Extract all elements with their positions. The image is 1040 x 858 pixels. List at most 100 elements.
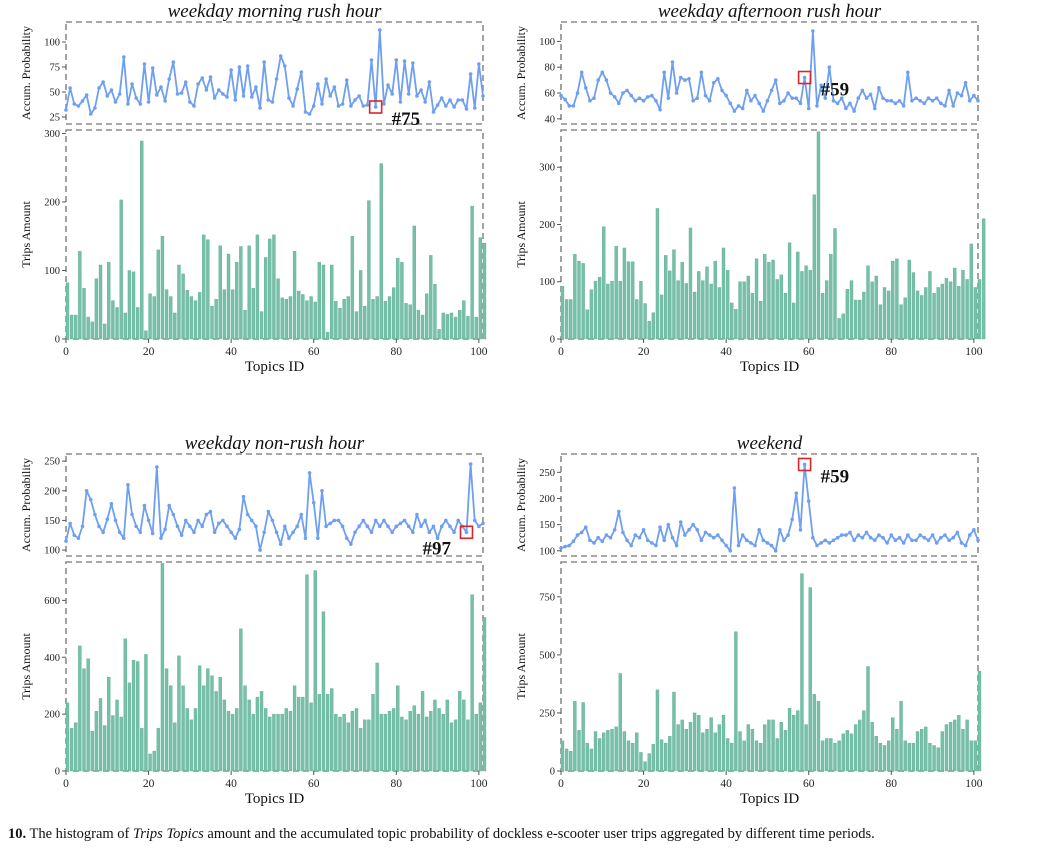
line-point: [287, 536, 291, 541]
bar-y-tick-label: 400: [44, 653, 60, 664]
line-point: [815, 104, 819, 108]
x-tick-label: 60: [308, 346, 320, 358]
bar: [610, 280, 614, 340]
line-point: [720, 88, 724, 93]
line-point: [196, 518, 200, 523]
bar: [334, 301, 338, 340]
line-point: [138, 102, 143, 106]
bar: [441, 713, 445, 772]
bar-y-tick-label: 200: [44, 197, 60, 208]
line-point: [295, 524, 300, 529]
bar: [758, 301, 763, 340]
line-point: [386, 524, 390, 529]
line-point: [918, 98, 922, 103]
bar: [284, 299, 288, 340]
bar: [78, 251, 82, 340]
line-point: [262, 530, 266, 535]
bar: [597, 276, 602, 340]
line-point: [390, 92, 394, 96]
x-tick-label: 0: [63, 778, 69, 790]
line-point: [64, 108, 68, 112]
line-point: [678, 75, 683, 80]
line-point: [868, 92, 873, 97]
bar: [433, 699, 437, 772]
bar: [742, 281, 746, 340]
bar: [482, 617, 487, 772]
line-y-tick-label: 250: [44, 457, 60, 468]
line-point: [200, 76, 205, 80]
line-point: [477, 524, 481, 529]
bar: [127, 270, 132, 340]
bar: [371, 299, 375, 340]
line-point: [283, 524, 287, 529]
line-point: [629, 543, 633, 548]
bar: [305, 574, 309, 772]
line-point: [126, 102, 130, 106]
bar: [470, 205, 474, 340]
bar-y-tick-label: 0: [550, 335, 555, 346]
bar: [944, 278, 949, 340]
bar: [482, 242, 487, 340]
line-y-tick-label: 100: [44, 38, 60, 49]
bar: [65, 282, 70, 340]
bar: [412, 705, 416, 772]
line-point: [885, 98, 889, 103]
line-point: [72, 533, 77, 538]
line-point: [583, 525, 588, 530]
bar: [672, 249, 676, 340]
bar-series: [65, 140, 487, 340]
bar: [297, 696, 301, 772]
line-point: [303, 110, 308, 114]
line-point: [683, 533, 687, 537]
line-point: [481, 521, 485, 526]
bar: [230, 713, 235, 772]
line-point: [567, 543, 572, 548]
line-point: [674, 91, 679, 95]
bar: [957, 286, 961, 340]
x-tick-label: 20: [638, 346, 650, 358]
bar: [321, 264, 326, 340]
line-point: [757, 101, 761, 106]
bar: [363, 305, 367, 340]
bar-y-tick-label: 200: [539, 220, 555, 231]
bar: [94, 278, 99, 340]
line-point: [897, 98, 902, 103]
bar: [969, 243, 973, 340]
line-point: [468, 72, 473, 76]
line-point: [806, 499, 811, 503]
bar: [882, 745, 887, 772]
line-point: [171, 60, 176, 64]
bar: [243, 310, 247, 340]
bar: [569, 299, 573, 340]
bar: [630, 742, 635, 772]
line-point: [415, 94, 419, 98]
bar: [676, 280, 680, 340]
line-point: [386, 83, 390, 87]
bar: [891, 260, 895, 340]
bar-y-tick-label: 300: [44, 129, 60, 140]
bar: [330, 688, 334, 772]
bar: [466, 316, 470, 340]
bar-y-tick-label: 500: [539, 650, 555, 661]
line-point: [918, 533, 922, 537]
line-point: [324, 524, 328, 529]
bar-y-tick-label: 0: [55, 335, 60, 346]
line-point: [868, 535, 873, 540]
line-point: [740, 106, 745, 111]
line-point: [711, 535, 716, 540]
line-point: [373, 518, 378, 523]
bar: [111, 715, 115, 772]
chart-title: weekday morning rush hour: [168, 1, 382, 22]
bar: [371, 694, 375, 772]
bar: [160, 563, 165, 772]
line-point: [934, 541, 939, 545]
bar: [412, 225, 416, 340]
bar: [907, 742, 911, 772]
line-point: [658, 525, 662, 530]
bar: [202, 685, 206, 772]
line-point: [274, 530, 279, 535]
line-point: [320, 102, 324, 106]
bar: [783, 730, 788, 772]
line-point: [716, 533, 720, 537]
bar: [630, 261, 635, 340]
